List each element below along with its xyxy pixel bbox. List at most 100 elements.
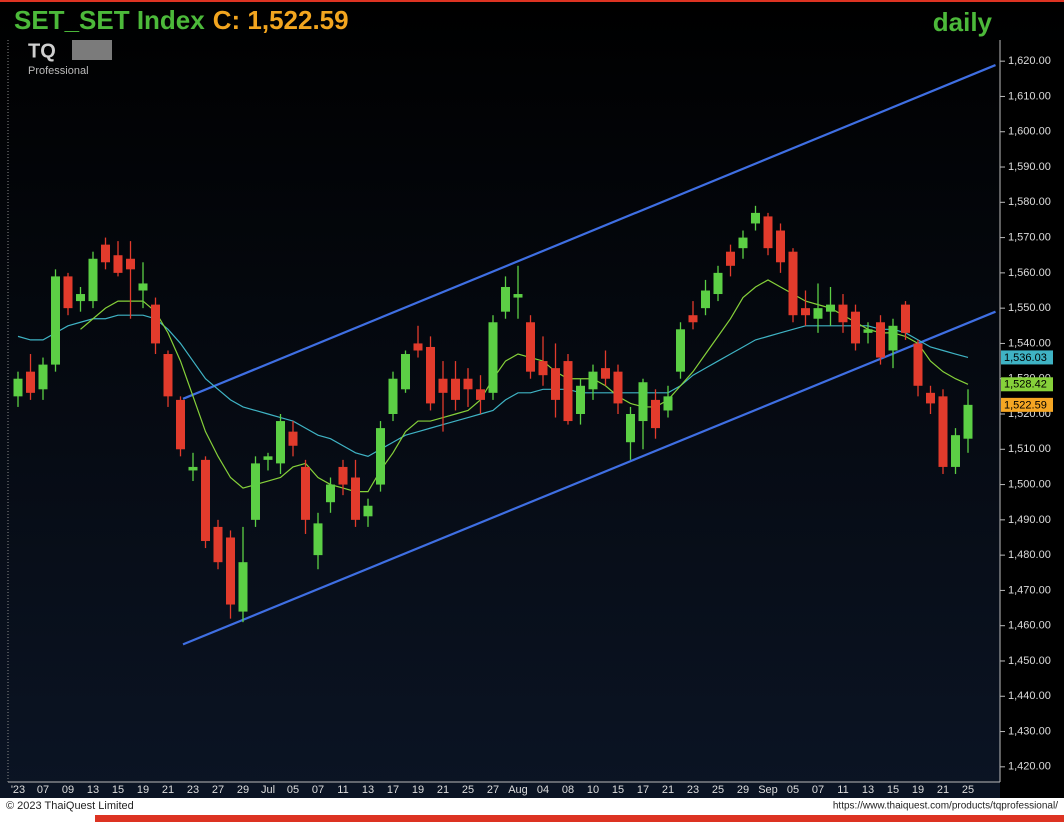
x-tick-label: 10 [587, 784, 599, 796]
candle-body [876, 322, 885, 358]
x-tick-label: 07 [812, 784, 824, 796]
x-tick-label: 13 [362, 784, 374, 796]
x-tick-label: 19 [137, 784, 149, 796]
candle-body [338, 466, 348, 485]
candle-body [763, 216, 773, 249]
candle-body [826, 304, 835, 312]
price-tag [1001, 350, 1053, 365]
x-tick-label: 21 [162, 784, 174, 796]
candle-body [163, 354, 173, 397]
candle-body [188, 466, 198, 471]
candle-body [138, 283, 148, 291]
candle-body [51, 276, 60, 365]
x-tick-label: 04 [537, 784, 549, 796]
candle-body [313, 523, 323, 556]
x-tick-label: 21 [437, 784, 449, 796]
x-tick-label: 25 [962, 784, 974, 796]
y-tick-label: 1,420.00 [1008, 761, 1051, 773]
candle-body [226, 537, 235, 605]
candle-body [201, 459, 210, 542]
y-tick-label: 1,440.00 [1008, 690, 1051, 702]
candle-body [326, 484, 335, 503]
y-axis-panel [1000, 40, 1064, 798]
candle-body [676, 329, 685, 372]
candle-body [388, 378, 398, 414]
x-tick-label: 25 [712, 784, 724, 796]
url: https://www.thaiquest.com/products/tqpro… [833, 801, 1058, 812]
candle-body [538, 361, 548, 376]
x-tick-label: Sep [758, 784, 778, 796]
candle-body [126, 258, 135, 270]
candle-body [626, 413, 635, 443]
x-tick-label: 27 [487, 784, 499, 796]
candle-body [713, 272, 723, 295]
price-tag-label: 1,536.03 [1004, 352, 1047, 364]
candle-body [726, 251, 735, 266]
y-tick-label: 1,490.00 [1008, 514, 1051, 526]
logo: TQ [28, 40, 56, 62]
candle-body [101, 244, 110, 263]
candle-body [776, 230, 785, 263]
candle-body [263, 456, 273, 460]
candle-body [688, 315, 698, 323]
candle-body [663, 396, 673, 411]
candle-body [801, 308, 810, 316]
candle-body [363, 505, 373, 517]
candle-body [213, 526, 223, 563]
candle-body [938, 396, 948, 467]
y-tick-label: 1,460.00 [1008, 620, 1051, 632]
candle-body [376, 428, 385, 485]
trendline [182, 310, 996, 646]
candle-body [451, 378, 460, 400]
background [0, 0, 1064, 798]
x-tick-label: 19 [912, 784, 924, 796]
y-tick-label: 1,580.00 [1008, 196, 1051, 208]
logo-sub: Professional [28, 65, 89, 77]
candle-body [463, 378, 473, 390]
x-tick-label: 15 [112, 784, 124, 796]
price-tag-label: 1,528.42 [1004, 379, 1047, 391]
x-tick-label: Aug [508, 784, 528, 796]
y-tick-label: 1,590.00 [1008, 161, 1051, 173]
x-tick-label: 23 [687, 784, 699, 796]
x-tick-label: 27 [212, 784, 224, 796]
y-tick-label: 1,430.00 [1008, 725, 1051, 737]
candle-body [13, 378, 23, 397]
close-text: C: 1,522.59 [213, 5, 349, 35]
candle-body [901, 304, 910, 333]
x-tick-label: 05 [787, 784, 799, 796]
candle-body [638, 382, 648, 422]
top-border [0, 0, 1064, 2]
price-tag-label: 1,522.59 [1004, 399, 1047, 411]
x-tick-label: 13 [87, 784, 99, 796]
candle-body [813, 308, 823, 319]
price-tag [1001, 377, 1053, 392]
candle-body [863, 329, 873, 333]
y-tick-label: 1,560.00 [1008, 267, 1051, 279]
candle-body [488, 322, 498, 393]
candle-body [413, 343, 423, 351]
candle-body [963, 404, 973, 439]
candle-body [513, 294, 523, 298]
candle-body [563, 361, 573, 422]
x-tick-label: 13 [862, 784, 874, 796]
candle-body [738, 237, 748, 249]
x-tick-label: 07 [312, 784, 324, 796]
candle-body [951, 435, 960, 467]
x-tick-label: Jul [261, 784, 275, 796]
candle-body [63, 276, 73, 309]
candle-body [176, 399, 185, 450]
candle-body [113, 255, 123, 273]
y-tick-label: 1,480.00 [1008, 549, 1051, 561]
x-tick-label: 21 [937, 784, 949, 796]
y-tick-label: 1,540.00 [1008, 337, 1051, 349]
footer-bar [95, 815, 1064, 822]
candle-body [913, 343, 923, 386]
candle-body [401, 354, 410, 390]
y-tick-label: 1,610.00 [1008, 90, 1051, 102]
candle-body [751, 212, 760, 224]
y-tick-label: 1,600.00 [1008, 126, 1051, 138]
y-tick-label: 1,510.00 [1008, 443, 1051, 455]
moving-average [17, 314, 969, 457]
